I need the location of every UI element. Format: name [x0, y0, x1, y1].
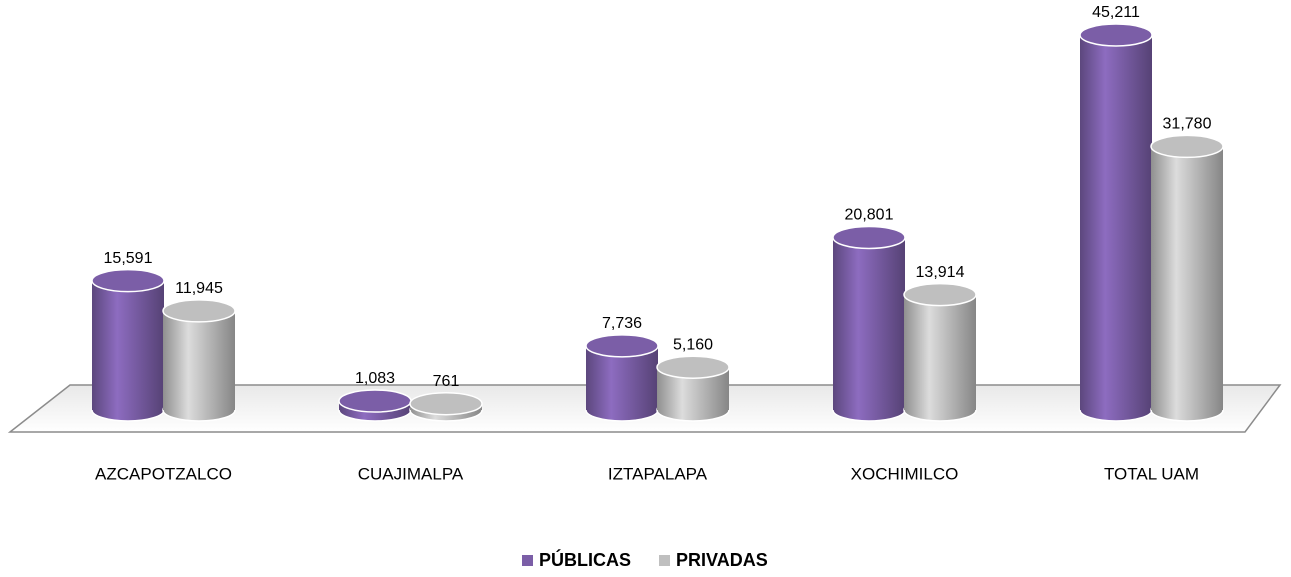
x-tick-label: XOCHIMILCO	[851, 464, 959, 483]
bar-body	[163, 310, 235, 410]
value-label: 20,801	[845, 207, 894, 224]
value-label: 45,211	[1092, 4, 1140, 21]
legend-swatch	[522, 555, 533, 566]
bar	[338, 389, 412, 422]
legend-label: PRIVADAS	[676, 550, 768, 570]
legend-swatch	[659, 555, 671, 566]
value-label: 15,591	[104, 250, 153, 267]
bar	[832, 225, 906, 422]
bar-body	[904, 294, 976, 410]
bar-top	[409, 391, 483, 416]
bar-top	[338, 389, 412, 413]
bar-top	[656, 355, 730, 379]
x-tick-label: TOTAL UAM	[1104, 464, 1199, 483]
bar	[162, 299, 236, 422]
bar	[91, 268, 165, 422]
bar-top	[91, 268, 165, 293]
value-label: 31,780	[1163, 116, 1212, 133]
bar	[1150, 134, 1224, 422]
bar-top	[585, 334, 659, 358]
bar	[656, 355, 730, 422]
bar	[1079, 23, 1153, 422]
bar-body	[833, 237, 905, 410]
bar-top	[1079, 23, 1153, 47]
bar-top	[832, 225, 906, 250]
bar-top	[162, 299, 236, 323]
bar	[409, 391, 483, 422]
bar-top	[903, 282, 977, 307]
value-label: 1,083	[355, 370, 395, 387]
value-label: 5,160	[673, 336, 713, 353]
value-label: 7,736	[602, 315, 642, 332]
x-tick-label: CUAJIMALPA	[358, 464, 464, 483]
value-label: 13,914	[916, 264, 965, 281]
value-label: 11,945	[175, 280, 223, 297]
bar-body	[1151, 146, 1223, 410]
x-tick-label: AZCAPOTZALCO	[95, 464, 232, 483]
bar	[903, 282, 977, 422]
value-label: 761	[433, 373, 460, 390]
bar-body	[92, 280, 164, 410]
x-tick-label: IZTAPALAPA	[608, 464, 708, 483]
legend-label: PÚBLICAS	[539, 549, 631, 570]
bar-body	[1080, 35, 1152, 410]
bar-top	[1150, 134, 1224, 159]
bar	[585, 334, 659, 422]
